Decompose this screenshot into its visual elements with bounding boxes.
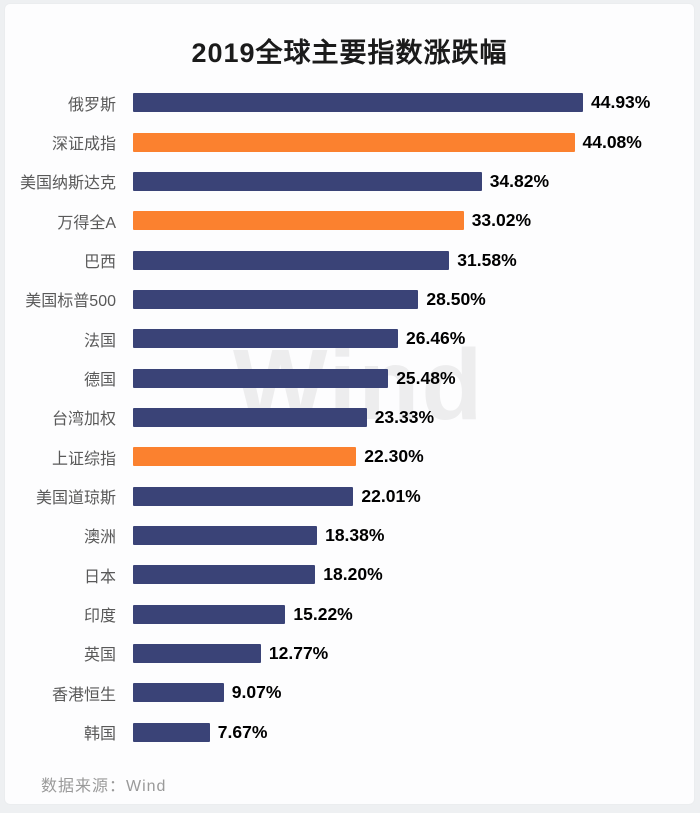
bar-category-label: 英国 (83, 647, 116, 665)
bar-row: 万得全A 33.02% (5, 201, 694, 240)
data-source-label: 数据来源：Wind (41, 778, 167, 795)
bar (133, 93, 583, 113)
bar-rows: 俄罗斯 44.93% 深证成指 44.08% 美国纳斯达克 34.82% 万得全A 33.02… (5, 83, 694, 752)
bar-value-label: 34.82% (489, 170, 550, 191)
bar-category-label: 俄罗斯 (67, 96, 116, 114)
bar-row: 美国道琼斯 22.01% (5, 476, 694, 515)
bar-category-label: 深证成指 (51, 136, 116, 154)
bar-category-label: 印度 (83, 608, 116, 626)
bar-value-label: 23.33% (374, 406, 435, 427)
bar-category-label: 美国标普500 (25, 293, 116, 311)
bar-row: 韩国 7.67% (5, 713, 694, 752)
bar-chart: 俄罗斯 44.93% 深证成指 44.08% 美国纳斯达克 34.82% 万得全A 33.02… (5, 83, 694, 752)
bar (133, 447, 357, 467)
bar-row: 英国 12.77% (5, 634, 694, 673)
bar (133, 486, 354, 506)
chart-title: 2019全球主要指数涨跌幅 (191, 38, 508, 68)
bar (133, 171, 482, 191)
bar-category-label: 韩国 (83, 726, 116, 744)
bar-value-label: 18.20% (323, 564, 383, 585)
bar-value-label: 15.22% (293, 603, 353, 624)
bar (133, 368, 389, 388)
bar-category-label: 上证综指 (51, 450, 116, 468)
bar (133, 407, 367, 427)
bar (133, 250, 450, 270)
bar (133, 211, 464, 231)
bar (133, 132, 575, 152)
bar-row: 美国纳斯达克 34.82% (5, 162, 694, 201)
bar-value-label: 7.67% (217, 721, 268, 742)
bar-value-label: 26.46% (406, 328, 466, 349)
bar-row: 法国 26.46% (5, 319, 694, 358)
bar-value-label: 28.50% (426, 288, 486, 309)
bar-row: 澳洲 18.38% (5, 516, 694, 555)
bar (133, 722, 210, 742)
bar-category-label: 台湾加权 (51, 411, 116, 429)
bar-value-label: 22.01% (361, 485, 421, 506)
bar-value-label: 44.08% (582, 131, 642, 152)
bar-row: 上证综指 22.30% (5, 437, 694, 476)
bar-category-label: 德国 (83, 372, 116, 390)
bar (133, 525, 318, 545)
bar-category-label: 巴西 (83, 254, 116, 272)
bar-category-label: 美国纳斯达克 (19, 175, 116, 193)
bar-category-label: 澳洲 (83, 529, 116, 547)
bar-value-label: 18.38% (325, 524, 385, 545)
bar-category-label: 日本 (83, 568, 116, 586)
bar-row: 美国标普500 28.50% (5, 280, 694, 319)
bar-category-label: 法国 (83, 332, 116, 350)
bar-category-label: 美国道琼斯 (35, 490, 116, 508)
bar-value-label: 44.93% (591, 92, 651, 113)
chart-card: 2019全球主要指数涨跌幅 Wind 俄罗斯44.93%深证成指44.08%美国… (4, 3, 695, 805)
bar (133, 289, 419, 309)
bar-row: 俄罗斯 44.93% (5, 83, 694, 122)
bar-value-label: 12.77% (268, 642, 329, 663)
bar (133, 683, 224, 703)
bar (133, 643, 261, 663)
bar-value-label: 25.48% (396, 367, 456, 388)
bar-category-label: 万得全A (57, 214, 116, 232)
bar-value-label: 22.30% (364, 446, 424, 467)
bar (133, 329, 398, 349)
bar-row: 台湾加权 23.33% (5, 398, 694, 437)
bar (133, 565, 316, 585)
bar-row: 印度 15.22% (5, 594, 694, 633)
bar-row: 巴西 31.58% (5, 240, 694, 279)
bar-value-label: 31.58% (457, 249, 517, 270)
bar-value-label: 33.02% (471, 210, 532, 231)
bar-row: 深证成指 44.08% (5, 122, 694, 161)
bar-row: 香港恒生 9.07% (5, 673, 694, 712)
bar-category-label: 香港恒生 (51, 686, 116, 704)
bar-row: 德国 25.48% (5, 358, 694, 397)
bar (133, 604, 286, 624)
bar-row: 日本 18.20% (5, 555, 694, 594)
bar-value-label: 9.07% (231, 682, 282, 703)
